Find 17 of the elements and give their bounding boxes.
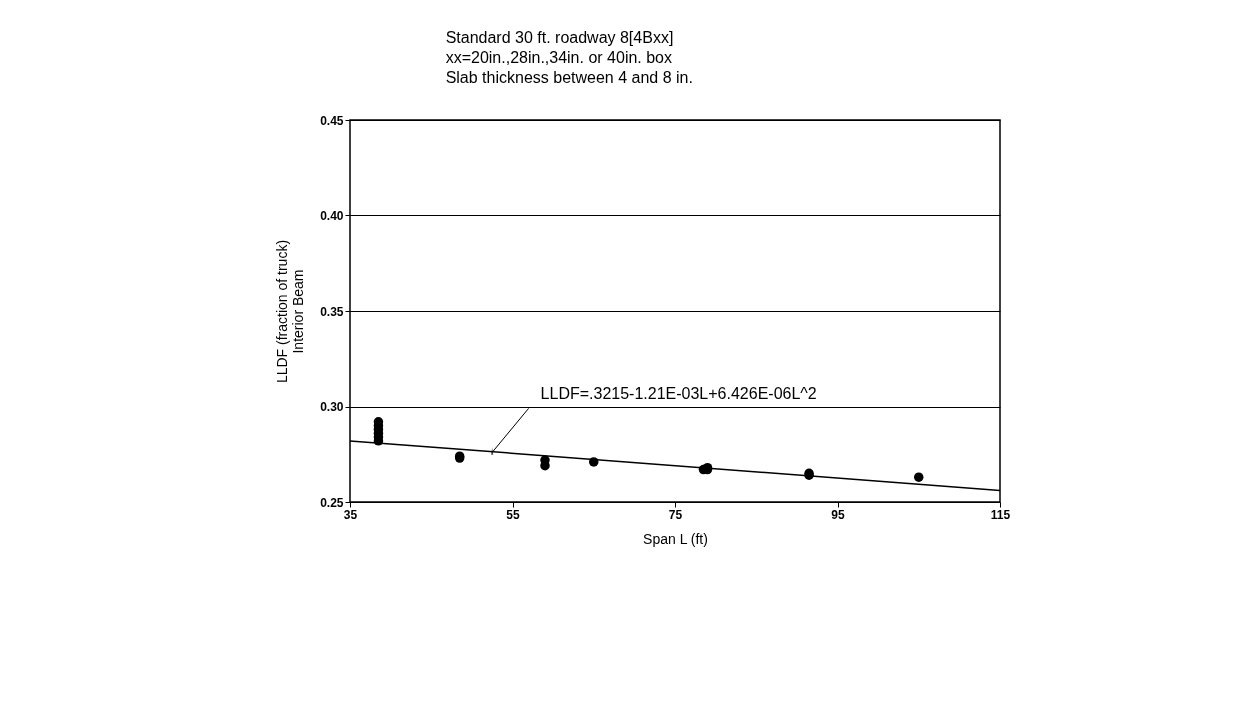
text: Slab thickness between 4 and 8 in.: [445, 69, 693, 86]
y-tick-label: 0.35: [320, 304, 344, 319]
y-tick-label: 0.25: [320, 495, 344, 510]
text: Interior Beam: [290, 269, 307, 354]
x-tick-label: 75: [668, 507, 683, 522]
x-tick-label: 55: [506, 507, 520, 522]
text: xx=20in.,28in.,34in. or 40in. box: [445, 49, 673, 66]
y-tick-label: 0.40: [320, 209, 344, 223]
text: Standard 30 ft. roadway 8[4Bxx]: [445, 29, 674, 46]
x-tick-label: 115: [990, 507, 1011, 522]
x-axis-title: Span L (ft): [643, 530, 708, 547]
text: LLDF (fraction of truck): [274, 239, 291, 384]
y-tick-label: 0.45: [320, 113, 344, 128]
y-tick-label: 0.30: [320, 400, 344, 414]
x-tick-label: 95: [831, 507, 845, 522]
annotation: LLDF=.3215-1.21E-03L+6.426E-06L^2: [540, 385, 817, 403]
x-tick-label: 35: [343, 507, 358, 522]
